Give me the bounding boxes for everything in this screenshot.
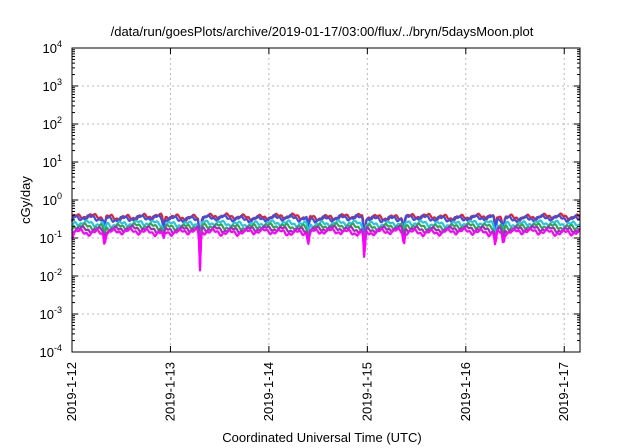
x-axis-label: Coordinated Universal Time (UTC) — [222, 430, 421, 445]
y-tick-label: 10-2 — [40, 267, 62, 284]
y-tick-label: 104 — [43, 39, 62, 56]
x-tick-label: 2019-1-15 — [359, 362, 374, 421]
y-axis-label: cGy/day — [18, 176, 33, 224]
ticks — [71, 47, 580, 353]
x-tick-label: 2019-1-12 — [64, 362, 79, 421]
y-tick-label: 102 — [43, 115, 62, 132]
chart-title: /data/run/goesPlots/archive/2019-01-17/0… — [111, 24, 534, 39]
x-tick-label: 2019-1-13 — [162, 362, 177, 421]
y-tick-label: 100 — [43, 191, 62, 208]
x-tick-label: 2019-1-14 — [261, 362, 276, 421]
x-tick-label: 2019-1-17 — [556, 362, 571, 421]
x-tick-labels: 2019-1-12 2019-1-13 2019-1-14 2019-1-15 2019… — [64, 362, 571, 421]
x-tick-label: 2019-1-16 — [458, 362, 473, 421]
y-tick-labels: 10-4 10-3 10-2 10-1 100 101 102 103 104 — [40, 39, 62, 360]
y-tick-label: 103 — [43, 77, 62, 94]
series-line-6 — [70, 227, 581, 272]
grid — [72, 48, 580, 352]
series-line-2 — [71, 213, 581, 263]
y-tick-label: 10-3 — [40, 305, 62, 322]
series-layer — [70, 212, 581, 272]
y-tick-label: 10-4 — [40, 343, 62, 360]
y-tick-label: 101 — [43, 153, 62, 170]
y-tick-label: 10-1 — [40, 229, 62, 246]
